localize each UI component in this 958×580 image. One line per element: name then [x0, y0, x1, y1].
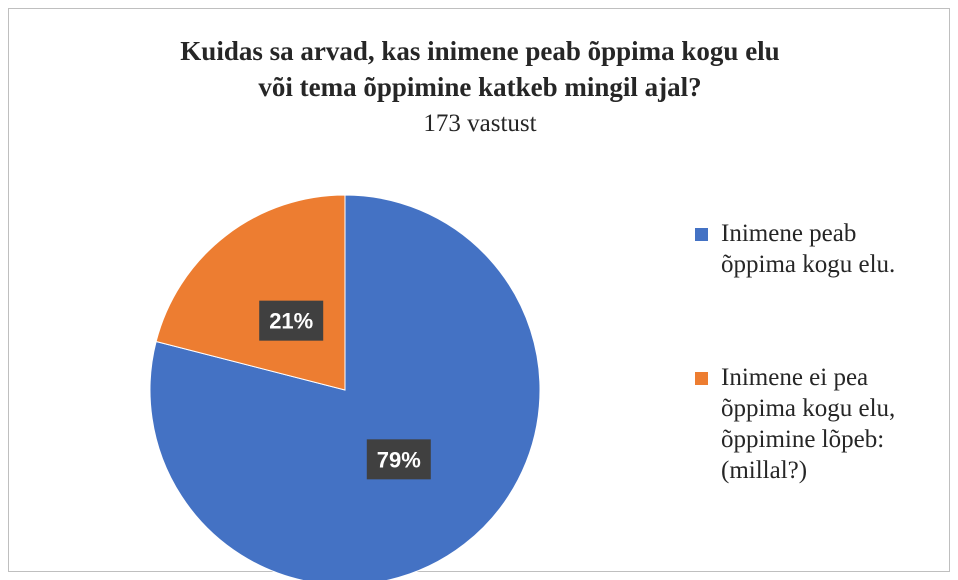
- pie-slice: [149, 194, 541, 580]
- chart-title: Kuidas sa arvad, kas inimene peab õppima…: [180, 36, 779, 66]
- chart-frame: [8, 8, 950, 572]
- pie-slice: [155, 194, 346, 391]
- legend-label: Inimene ei pea õppima kogu elu, õppimine…: [721, 364, 896, 484]
- legend-item: Inimene peab õppima kogu elu.: [695, 218, 935, 280]
- chart-subtitle: 173 vastust: [423, 110, 536, 137]
- chart-title: või tema õppimine katkeb mingil ajal?: [258, 72, 701, 102]
- data-label-box: [259, 300, 324, 341]
- legend-swatch: [695, 372, 708, 385]
- data-label: 79%: [377, 447, 421, 472]
- legend-label: Inimene peab õppima kogu elu.: [721, 220, 896, 278]
- data-label-box: [366, 439, 431, 480]
- legend-swatch: [695, 228, 708, 241]
- data-label: 21%: [269, 309, 313, 334]
- legend-item: Inimene ei pea õppima kogu elu, õppimine…: [695, 362, 935, 486]
